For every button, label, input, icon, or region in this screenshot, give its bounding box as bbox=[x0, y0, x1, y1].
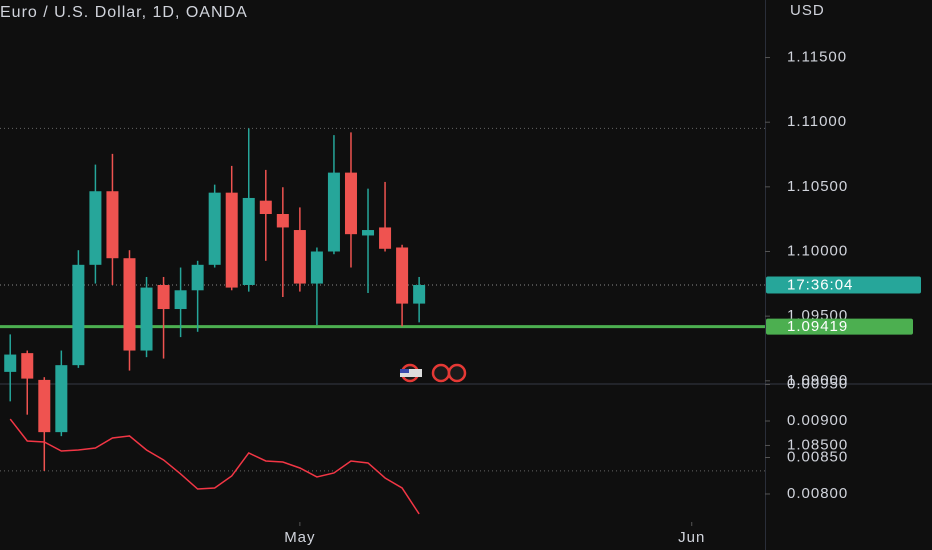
indicator-line bbox=[9, 418, 420, 515]
x-tick-label: Jun bbox=[678, 529, 705, 546]
horizontal-line-label: 1.09419 bbox=[787, 318, 848, 335]
candle-body bbox=[106, 191, 119, 259]
flag-icon bbox=[400, 369, 409, 373]
candle-body bbox=[242, 197, 255, 285]
candle-body bbox=[259, 200, 272, 214]
candle-body bbox=[4, 354, 17, 372]
candle-body bbox=[293, 230, 306, 284]
event-flag[interactable] bbox=[431, 363, 451, 383]
candle-body bbox=[362, 230, 375, 236]
y-tick-label: 0.00800 bbox=[787, 485, 848, 502]
event-markers[interactable] bbox=[400, 363, 467, 383]
candle-body bbox=[225, 192, 238, 288]
candle-body bbox=[310, 251, 323, 284]
candle-body bbox=[344, 172, 357, 235]
candle-body bbox=[21, 353, 34, 379]
y-tick-label: 0.00950 bbox=[787, 375, 848, 392]
candle-body bbox=[38, 379, 51, 433]
candle-body bbox=[191, 264, 204, 291]
candle-body bbox=[413, 284, 426, 304]
flag-icon bbox=[400, 369, 422, 377]
candle-body bbox=[89, 191, 102, 265]
event-flag[interactable] bbox=[447, 363, 467, 383]
y-tick-label: 1.10500 bbox=[787, 178, 848, 195]
y-tick-label: 0.00850 bbox=[787, 448, 848, 465]
countdown-box bbox=[766, 276, 921, 294]
horizontal-line-label-box bbox=[766, 318, 913, 335]
countdown-label: 17:36:04 bbox=[787, 276, 853, 293]
candle-body bbox=[208, 192, 221, 265]
y-tick-label: 1.11500 bbox=[787, 49, 847, 66]
y-tick-label: 0.00900 bbox=[787, 412, 848, 429]
candle-body bbox=[174, 290, 187, 310]
candle-body bbox=[140, 287, 153, 351]
y-tick-label: 1.10000 bbox=[787, 242, 848, 259]
candle-body bbox=[276, 213, 289, 228]
candle-body bbox=[379, 227, 392, 249]
currency-label: USD bbox=[790, 2, 825, 19]
chart-title: Euro / U.S. Dollar, 1D, OANDA bbox=[0, 4, 248, 21]
candle-body bbox=[396, 247, 409, 304]
candle-body bbox=[123, 258, 136, 351]
candle-body bbox=[55, 365, 68, 433]
x-tick-label: May bbox=[284, 529, 315, 546]
y-tick-label: 1.08500 bbox=[787, 436, 848, 453]
candle-body bbox=[157, 284, 170, 310]
candle-body bbox=[72, 264, 85, 366]
y-tick-label: 1.09000 bbox=[787, 372, 848, 389]
candle-body bbox=[327, 172, 340, 252]
y-tick-label: 1.11000 bbox=[787, 113, 847, 130]
